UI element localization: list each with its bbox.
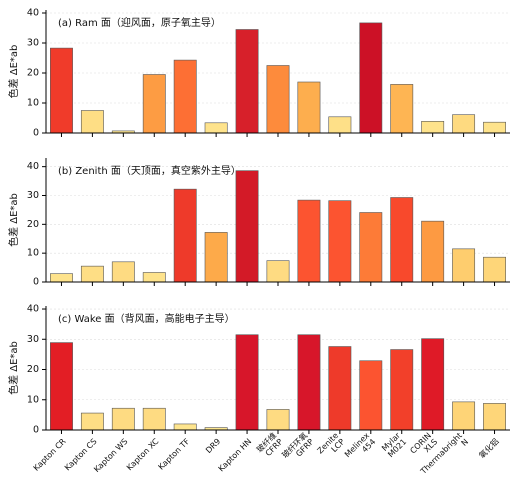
x-tick-label: Kapton CR: [32, 437, 68, 473]
x-tick-label: ZeniteLCP: [315, 430, 346, 461]
bar: [266, 409, 290, 431]
bar: [452, 401, 476, 431]
bar: [359, 212, 383, 283]
y-tick-label: 20: [27, 364, 39, 375]
y-axis-label: 色差 ΔE*ab: [7, 45, 20, 99]
bar: [359, 360, 383, 431]
y-axis-label: 色差 ΔE*ab: [7, 341, 20, 395]
bar: [111, 407, 135, 431]
panel-title: (c) Wake 面（背风面，高能电子主导）: [58, 312, 235, 325]
bar: [50, 273, 73, 283]
y-tick-label: 30: [27, 190, 39, 201]
bar: [328, 200, 352, 283]
y-tick-label: 0: [33, 425, 39, 436]
bar: [421, 121, 445, 134]
bar: [390, 197, 414, 283]
bar: [328, 116, 352, 134]
bar: [173, 423, 197, 431]
bar: [173, 59, 197, 134]
y-tick-label: 30: [27, 38, 39, 49]
bar: [328, 346, 352, 431]
x-tick-label: Kapton TF: [157, 437, 192, 472]
bar: [80, 265, 104, 283]
panel-title: (b) Zenith 面（天顶面，真空紫外主导）: [58, 164, 241, 177]
x-tick-label: 氧化铝: [477, 436, 501, 460]
y-tick-label: 40: [27, 8, 39, 19]
y-tick-label: 0: [33, 277, 39, 288]
y-tick-label: 20: [27, 219, 39, 230]
bar: [359, 22, 383, 134]
bar: [50, 47, 73, 134]
bar: [483, 403, 506, 431]
bar: [204, 122, 228, 134]
bar: [297, 199, 321, 283]
bar: [50, 342, 73, 431]
y-axis-label: 色差 ΔE*ab: [7, 193, 20, 247]
bar: [80, 412, 104, 431]
bar: [297, 334, 321, 431]
x-tick-label: Kapton WS: [92, 437, 129, 474]
bar: [235, 170, 259, 283]
bar: [235, 29, 259, 134]
x-tick-label: Kapton HN: [217, 437, 254, 474]
bar: [80, 110, 104, 134]
y-tick-label: 40: [27, 161, 39, 172]
x-tick-label: 玻纤维CFRP: [254, 430, 284, 460]
bar: [142, 74, 166, 134]
x-tick-label: DR9: [204, 437, 222, 455]
bar: [142, 272, 166, 283]
x-tick-label: MylarM021: [380, 430, 409, 459]
y-tick-label: 30: [27, 334, 39, 345]
y-tick-label: 10: [27, 98, 39, 109]
y-tick-label: 40: [27, 304, 39, 315]
bar: [421, 338, 445, 431]
bar: [266, 65, 290, 134]
y-tick-label: 10: [27, 394, 39, 405]
x-tick-label: Melinex454: [343, 430, 378, 465]
bar: [297, 81, 321, 134]
panel-title: (a) Ram 面（迎风面，原子氧主导）: [58, 16, 221, 29]
bar: [452, 248, 476, 283]
bar: [390, 84, 414, 134]
bar: [421, 220, 445, 283]
x-tick-label: 玻纤环氧GFRP: [279, 430, 315, 466]
y-tick-label: 20: [27, 68, 39, 79]
bar: [266, 260, 290, 283]
bar: [142, 407, 166, 431]
bar: [235, 334, 259, 431]
bar: [390, 349, 414, 431]
bar: [483, 121, 506, 134]
bar: [111, 261, 135, 283]
y-tick-label: 10: [27, 248, 39, 259]
x-tick-label: Kapton XC: [125, 437, 161, 473]
bar: [204, 232, 228, 283]
bar: [173, 188, 197, 283]
bar: [452, 114, 476, 134]
y-tick-label: 0: [33, 128, 39, 139]
bar: [483, 256, 506, 283]
